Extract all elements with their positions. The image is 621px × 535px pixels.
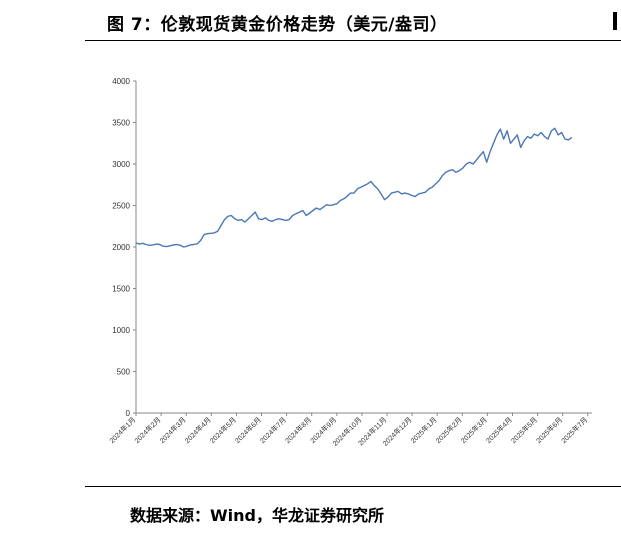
y-tick-label: 4000 [112,77,130,86]
x-tick-label: 2024年3月 [158,415,188,445]
gold-price-series-line [135,127,573,248]
x-tick-label: 2024年4月 [183,415,213,445]
y-tick-label: 1500 [112,285,130,294]
top-rule [85,40,621,41]
x-tick-label: 2024年6月 [233,415,263,445]
y-tick-label: 1000 [112,326,130,335]
y-tick-label: 2500 [112,202,130,211]
chart-title: 图 7：伦敦现货黄金价格走势（美元/盎司） [107,15,448,35]
x-tick-label: 2024年7月 [258,415,288,445]
y-tick-label: 500 [117,368,131,377]
bottom-rule [85,486,621,487]
series-layer [135,127,573,248]
x-tick-label: 2025年3月 [459,415,489,445]
x-tick-label: 2025年6月 [534,415,564,445]
title-marker [613,12,617,30]
x-tick-label: 2025年7月 [559,415,589,445]
y-tick-label: 3000 [112,160,130,169]
x-tick-label: 2025年1月 [409,415,439,445]
y-tick-label: 0 [126,409,131,418]
x-tick-label: 2024年1月 [107,415,137,445]
data-source: 数据来源：Wind，华龙证券研究所 [130,506,384,525]
x-tick-label: 2024年5月 [208,415,238,445]
y-axis: 0 500 1000 1500 2000 2500 3000 3500 4000 [112,77,137,418]
y-tick-label: 2000 [112,243,130,252]
y-tick-label: 3500 [112,119,130,128]
x-tick-label: 2025年5月 [509,415,539,445]
x-tick-label: 2024年2月 [132,415,162,445]
x-tick-label: 2025年2月 [434,415,464,445]
x-axis: 2024年1月2024年2月2024年3月2024年4月2024年5月2024年… [107,412,592,448]
x-tick-label: 2025年4月 [484,415,514,445]
x-tick-label: 2024年8月 [283,415,313,445]
gold-price-line-chart: 0 500 1000 1500 2000 2500 3000 3500 4000 2024年1月… [107,77,592,448]
